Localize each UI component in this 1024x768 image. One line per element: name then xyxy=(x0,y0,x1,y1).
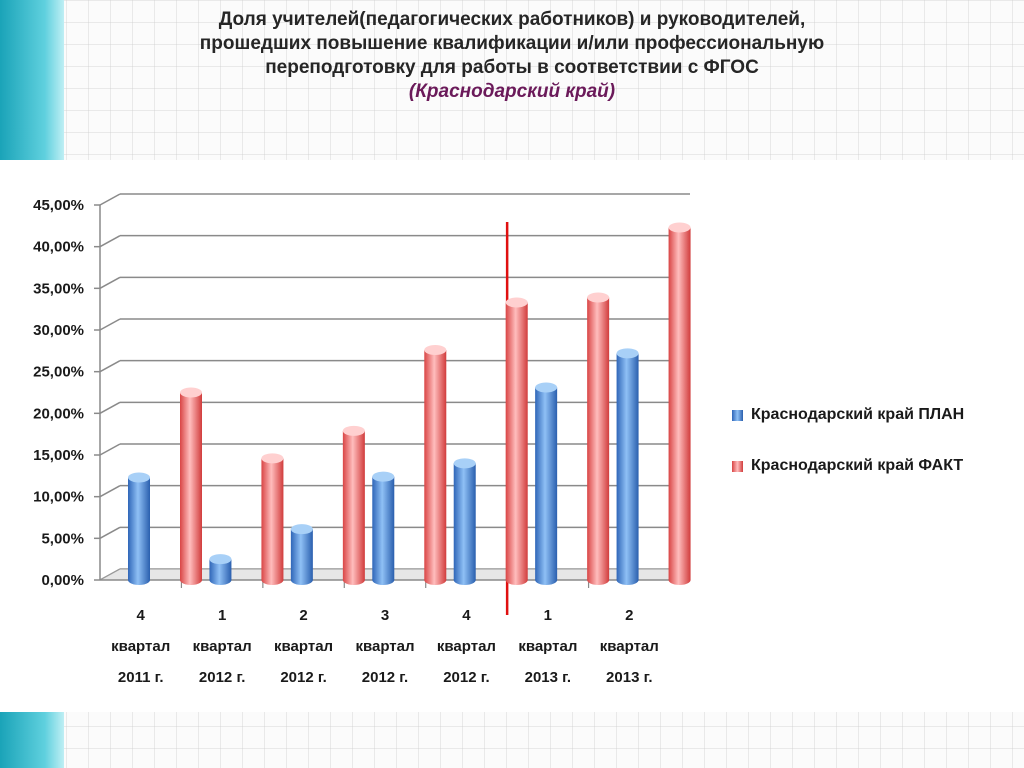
bar-fact-top xyxy=(668,222,691,233)
title-line-3: переподготовку для работы в соответствии… xyxy=(265,57,759,78)
bar-fact xyxy=(424,350,447,580)
bars xyxy=(128,222,691,585)
x-tick-label: 2013 г. xyxy=(525,669,571,686)
bar-plan-top xyxy=(372,471,395,482)
bar-fact-top xyxy=(505,297,528,308)
bar-plan xyxy=(290,529,313,580)
decorative-strip-top xyxy=(0,0,64,160)
title-line-2: прошедших повышение квалификации и/или п… xyxy=(199,33,825,54)
bar-plan xyxy=(535,387,558,580)
bar-fact-base xyxy=(587,575,610,585)
x-tick-label: 3 xyxy=(381,607,389,624)
x-tick-label: 4 xyxy=(462,607,471,624)
legend-item-fact: Краснодарский край ФАКТ xyxy=(732,453,964,479)
x-tick-label: квартал xyxy=(355,638,414,655)
bar-fact-base xyxy=(342,575,365,585)
bar-plan-base xyxy=(372,575,395,585)
bar-plan xyxy=(128,477,150,580)
bar-plan xyxy=(453,463,476,580)
bar-plan-base xyxy=(535,575,558,585)
x-tick-label: квартал xyxy=(274,638,333,655)
bar-fact-top xyxy=(342,425,365,436)
bar-fact xyxy=(505,302,528,580)
bar-plan xyxy=(616,353,639,580)
x-tick-label: 2013 г. xyxy=(606,669,652,686)
bar-plan xyxy=(372,476,395,580)
gridline-depth xyxy=(99,526,121,539)
y-tick-label: 20,00% xyxy=(33,405,84,422)
bar-fact-top xyxy=(424,345,447,355)
bar-fact-base xyxy=(505,575,528,585)
legend-label-plan: Краснодарский край ПЛАН xyxy=(751,406,965,423)
gridline-depth xyxy=(99,235,121,248)
x-tick-label: 2 xyxy=(299,607,307,624)
gridline-depth xyxy=(99,360,121,373)
x-tick-label: 1 xyxy=(218,607,226,624)
bar-plan-top xyxy=(290,524,313,535)
y-tick-label: 35,00% xyxy=(33,280,84,297)
bar-fact-top xyxy=(180,387,202,398)
bar-fact xyxy=(668,227,691,580)
bar-plan-base xyxy=(290,575,313,585)
y-tick-label: 5,00% xyxy=(41,530,84,547)
y-tick-label: 40,00% xyxy=(33,239,84,256)
slide-subtitle: (Краснодарский край) xyxy=(408,81,616,102)
y-tick-label: 10,00% xyxy=(33,489,84,506)
x-tick-label: 2012 г. xyxy=(280,669,326,686)
slide-title: Доля учителей(педагогических работников)… xyxy=(140,8,884,104)
x-tick-label: квартал xyxy=(437,638,496,655)
bar-fact-base xyxy=(180,575,202,585)
x-tick-label: квартал xyxy=(600,638,659,655)
y-tick-label: 30,00% xyxy=(33,322,84,339)
legend: Краснодарский край ПЛАН Краснодарский кр… xyxy=(732,402,964,504)
x-tick-label: 2 xyxy=(625,607,633,624)
bar-fact-base xyxy=(261,575,284,585)
decorative-strip-bottom xyxy=(0,712,64,768)
axis-labels: 0,00% 5,00% 10,00% 15,00% 20,00% 25,00% 30,00%… xyxy=(33,197,659,686)
bar-fact-base xyxy=(668,575,691,585)
bar-plan xyxy=(209,559,232,580)
gridline-depth xyxy=(99,485,121,498)
bar-fact-base xyxy=(424,575,447,585)
x-tick-label: квартал xyxy=(193,638,252,655)
gridline-depth xyxy=(99,401,121,414)
bar-plan-base xyxy=(616,575,639,585)
y-tick-label: 15,00% xyxy=(33,447,84,464)
x-tick-label: квартал xyxy=(111,638,170,655)
y-tick-label: 25,00% xyxy=(33,364,84,381)
x-tick-label: квартал xyxy=(518,638,577,655)
bar-plan-base xyxy=(128,575,150,585)
x-tick-label: 1 xyxy=(544,607,552,624)
legend-item-plan: Краснодарский край ПЛАН xyxy=(732,402,964,428)
title-line-1: Доля учителей(педагогических работников)… xyxy=(218,9,806,30)
legend-swatch-fact xyxy=(732,460,743,472)
x-tick-label: 2012 г. xyxy=(362,669,408,686)
bar-fact xyxy=(180,392,202,580)
gridline-depth xyxy=(99,276,121,289)
bar-fact-top xyxy=(587,292,610,303)
bar-plan-top xyxy=(453,458,476,469)
legend-label-fact: Краснодарский край ФАКТ xyxy=(751,457,964,474)
bar-plan-base xyxy=(453,575,476,585)
x-tick-label: 2012 г. xyxy=(199,669,245,686)
y-tick-label: 45,00% xyxy=(33,197,84,214)
bar-plan-top xyxy=(535,382,558,393)
bar-plan-top xyxy=(616,348,639,359)
gridline-depth xyxy=(99,318,121,331)
bar-fact xyxy=(261,458,284,580)
gridline-depth xyxy=(99,193,121,206)
bar-fact xyxy=(587,297,610,580)
legend-swatch-plan xyxy=(732,409,743,421)
x-tick-label: 2011 г. xyxy=(118,669,164,686)
bar-plan-top xyxy=(128,472,150,483)
x-tick-label: 2012 г. xyxy=(443,669,489,686)
x-tick-label: 4 xyxy=(137,607,146,624)
y-tick-label: 0,00% xyxy=(41,572,84,589)
bar-plan-top xyxy=(209,554,232,565)
bar-plan-base xyxy=(209,575,232,585)
bar-fact xyxy=(342,430,365,580)
bar-fact-top xyxy=(261,453,284,464)
bar-chart: 0,00% 5,00% 10,00% 15,00% 20,00% 25,00% 30,00%… xyxy=(33,193,691,686)
gridline-depth xyxy=(99,443,121,456)
